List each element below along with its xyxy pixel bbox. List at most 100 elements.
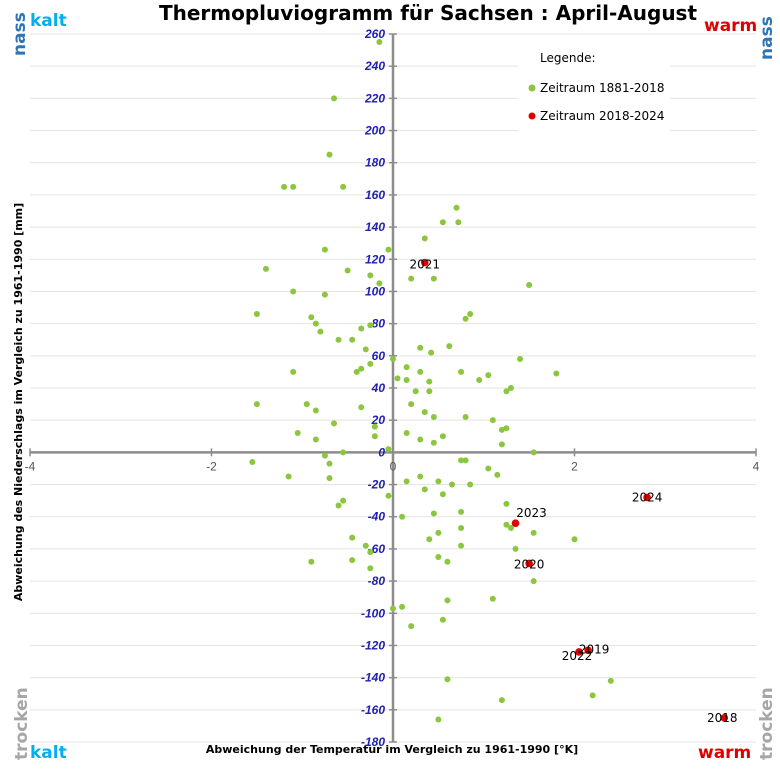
y-tick-label: -160 [361,703,385,717]
hist-point [321,246,328,253]
x-axis-label: Abweichung der Temperatur im Vergleich z… [206,743,578,756]
corner-bottom-right-warm: warm [698,743,751,763]
hist-point [485,372,492,379]
hist-point [399,513,406,520]
hist-point [367,322,374,329]
corner-top-right-nass: nass [757,16,777,60]
hist-point [428,349,435,356]
hist-point [439,616,446,623]
hist-point [476,376,483,383]
hist-point [458,508,465,515]
hist-point [358,404,365,411]
hist-point [376,39,383,46]
hist-point [494,471,501,478]
year-annotation: 2018 [707,711,738,725]
hist-point [367,360,374,367]
hist-point [408,401,415,408]
hist-point [385,492,392,499]
hist-point [503,388,510,395]
hist-point [421,486,428,493]
y-tick-label: 100 [365,284,385,298]
hist-point [426,378,433,385]
y-tick-label: -80 [368,574,386,588]
y-tick-label: -40 [368,510,386,524]
hist-point [430,510,437,517]
hist-point [417,368,424,375]
hist-point [458,457,465,464]
hist-point [462,315,469,322]
hist-point [340,497,347,504]
hist-point [530,578,537,585]
corner-bottom-left-kalt: kalt [30,743,67,763]
hist-point [312,407,319,414]
hist-point [430,413,437,420]
hist-point [390,356,396,363]
hist-point [326,460,333,467]
hist-point [349,336,356,343]
recent-point [575,648,583,656]
legend-entry-recent: Zeitraum 2018-2024 [540,109,664,123]
hist-point [367,272,374,279]
hist-point [435,716,442,723]
year-annotation: 2020 [514,557,545,571]
hist-point [403,430,410,437]
hist-point [326,151,333,158]
hist-point [349,534,356,541]
hist-point [503,521,510,528]
hist-point [262,265,269,272]
hist-point [253,310,260,317]
tick-labels: -180-160-140-120-100-80-60-40-2002040608… [25,27,760,749]
hist-point [403,376,410,383]
hist-point [467,481,474,488]
hist-point [503,500,510,507]
hist-point [390,605,396,612]
y-tick-label: -20 [368,478,386,492]
y-tick-label: 120 [365,252,385,266]
hist-point [446,343,453,350]
y-tick-label: 240 [364,59,385,73]
hist-point [458,542,465,549]
hist-point [412,388,419,395]
hist-point [444,597,451,604]
hist-point [317,328,324,335]
legend-marker-recent [528,112,536,120]
legend-entry-hist: Zeitraum 1881-2018 [540,81,664,95]
corner-top-right-warm: warm [704,16,757,36]
hist-point [408,275,415,282]
hist-point [362,542,369,549]
hist-point [526,282,533,289]
hist-point [485,465,492,472]
hist-point [358,325,365,332]
hist-point [503,425,510,432]
hist-point [571,536,578,543]
hist-point [344,267,351,274]
hist-point [281,183,288,190]
hist-point [335,502,342,509]
hist-point [326,475,333,482]
hist-point [439,219,446,226]
hist-point [362,346,369,353]
y-tick-label: -100 [361,606,385,620]
x-tick-label: 4 [753,459,760,473]
corner-bottom-left-trocken: trocken [12,687,32,760]
hist-point [430,439,437,446]
year-annotation: 2022 [562,649,593,663]
hist-point [507,385,514,391]
hist-point [312,436,319,443]
y-tick-label: 160 [365,188,385,202]
hist-point [448,481,455,488]
hist-point [294,430,301,437]
hist-point [439,491,446,498]
hist-point [367,565,374,572]
hist-point [340,183,347,190]
corner-bottom-right-trocken: trocken [757,687,777,760]
hist-point [589,692,596,699]
hist-point [290,368,297,375]
hist-point [376,280,383,287]
corner-top-left-kalt: kalt [30,11,67,31]
hist-point [385,446,392,453]
hist-point [430,275,437,282]
series-2018-2024 [420,258,729,722]
corner-top-left-vertical: nass [10,12,30,56]
